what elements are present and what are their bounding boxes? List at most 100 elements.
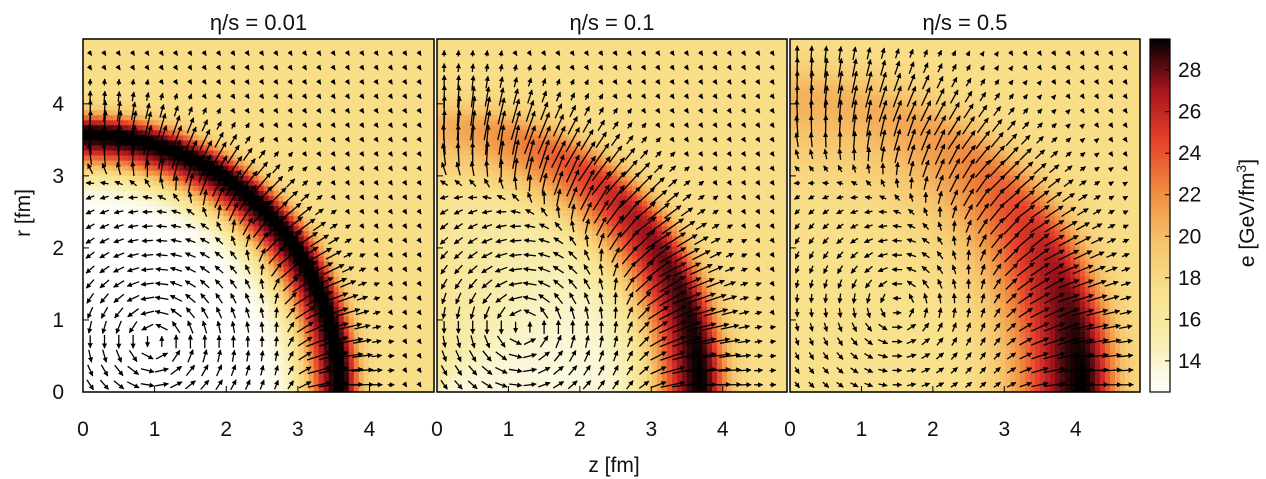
heatmap-cell	[283, 59, 290, 65]
heatmap-cell	[403, 44, 410, 50]
heatmap-cell	[173, 306, 179, 312]
heatmap-cell	[343, 190, 350, 196]
heatmap-cell	[308, 104, 315, 111]
heatmap-cell	[373, 346, 380, 353]
heatmap-cell	[288, 84, 295, 91]
heatmap-cell	[133, 205, 139, 212]
heatmap-cell	[183, 321, 189, 328]
heatmap-cell	[243, 331, 250, 338]
heatmap-cell	[183, 49, 189, 55]
heatmap-cell	[348, 39, 355, 45]
heatmap-cell	[298, 64, 305, 70]
heatmap-cell	[188, 170, 194, 176]
heatmap-cell	[138, 200, 144, 207]
heatmap-cell	[158, 220, 164, 227]
heatmap-cell	[133, 215, 139, 222]
heatmap-cell	[138, 195, 144, 201]
heatmap-cell	[158, 69, 164, 75]
heatmap-cell	[408, 230, 415, 237]
heatmap-cell	[283, 89, 290, 96]
heatmap-cell	[188, 270, 194, 277]
heatmap-cell	[403, 331, 410, 338]
heatmap-cell	[198, 255, 204, 262]
heatmap-cell	[183, 114, 189, 121]
heatmap-cell	[198, 64, 204, 70]
heatmap-cell	[198, 99, 204, 106]
heatmap-cell	[193, 114, 199, 121]
heatmap-cell	[323, 89, 330, 96]
heatmap-cell	[258, 311, 265, 317]
heatmap-cell	[133, 281, 139, 287]
heatmap-cell	[168, 165, 174, 171]
heatmap-cell	[343, 59, 350, 65]
heatmap-cell	[333, 74, 340, 80]
heatmap-cell	[268, 129, 275, 136]
heatmap-cell	[193, 195, 199, 201]
heatmap-cell	[153, 180, 159, 186]
heatmap-cell	[98, 316, 104, 322]
heatmap-cell	[398, 124, 405, 131]
heatmap-cell	[268, 336, 275, 343]
heatmap-cell	[163, 376, 169, 383]
heatmap-cell	[228, 160, 235, 166]
heatmap-cell	[128, 331, 134, 338]
heatmap-cell	[193, 104, 199, 111]
heatmap-cell	[293, 154, 300, 161]
heatmap-cell	[213, 175, 219, 181]
heatmap-cell	[143, 321, 149, 328]
heatmap-cell	[153, 44, 159, 50]
heatmap-cell	[253, 316, 260, 322]
heatmap-cell	[108, 366, 114, 373]
heatmap-cell	[148, 286, 154, 292]
heatmap-cell	[88, 134, 94, 141]
heatmap-cell	[238, 296, 245, 302]
heatmap-cell	[148, 129, 154, 136]
heatmap-cell	[358, 245, 365, 252]
heatmap-cell	[403, 240, 410, 247]
heatmap-cell	[218, 276, 224, 282]
heatmap-cell	[293, 336, 300, 343]
heatmap-cell	[278, 341, 285, 348]
heatmap-cell	[248, 250, 255, 257]
heatmap-cell	[238, 260, 245, 267]
heatmap-cell	[173, 376, 179, 383]
heatmap-cell	[383, 270, 390, 277]
heatmap-cell	[183, 276, 189, 282]
heatmap-cell	[198, 180, 204, 186]
heatmap-cell	[148, 311, 154, 317]
heatmap-cell	[303, 129, 310, 136]
heatmap-cell	[203, 200, 209, 207]
heatmap-cell	[213, 165, 219, 171]
heatmap-cell	[143, 139, 149, 146]
heatmap-cell	[98, 205, 104, 212]
heatmap-cell	[363, 326, 370, 333]
heatmap-cell	[163, 144, 169, 151]
heatmap-cell	[158, 205, 164, 212]
heatmap-cell	[153, 99, 159, 106]
heatmap-cell	[148, 190, 154, 196]
heatmap-cell	[148, 119, 154, 126]
heatmap-cell	[183, 351, 189, 358]
heatmap-cell	[293, 185, 300, 191]
heatmap-cell	[318, 54, 325, 60]
heatmap-cell	[173, 160, 179, 166]
heatmap-cell	[218, 301, 224, 307]
heatmap-cell	[378, 240, 385, 247]
heatmap-cell	[313, 170, 320, 176]
heatmap-cell	[383, 240, 390, 247]
heatmap-cell	[178, 165, 184, 171]
heatmap-cell	[173, 99, 179, 106]
heatmap-cell	[393, 316, 400, 322]
heatmap-cell	[133, 291, 139, 297]
heatmap-cell	[353, 230, 360, 237]
heatmap-cell	[228, 195, 235, 201]
heatmap-cell	[208, 281, 214, 287]
heatmap-cell	[143, 361, 149, 368]
heatmap-cell	[308, 84, 315, 91]
heatmap-cell	[243, 296, 250, 302]
heatmap-cell	[258, 54, 265, 60]
heatmap-cell	[373, 371, 380, 378]
heatmap-cell	[138, 210, 144, 217]
heatmap-cell	[163, 104, 169, 111]
heatmap-cell	[123, 185, 129, 191]
